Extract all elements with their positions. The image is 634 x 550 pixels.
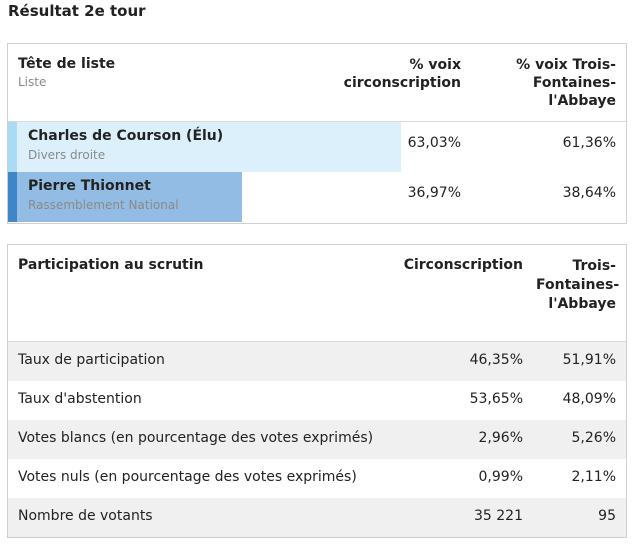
vote-share-bar: [8, 172, 242, 222]
candidate-name: Charles de Courson (Élu): [28, 128, 224, 144]
town-value: 51,91%: [562, 352, 616, 368]
circ-value: 53,65%: [469, 391, 523, 407]
town-value: 2,11%: [571, 469, 616, 485]
row-label: Votes nuls (en pourcentage des votes exp…: [18, 469, 357, 485]
candidate-party: Rassemblement National: [28, 198, 179, 212]
circ-column-header: Circonscription: [403, 257, 523, 273]
row-label: Nombre de votants: [18, 508, 153, 524]
participation-header-label: Participation au scrutin: [18, 257, 204, 273]
circ-votes-header: % voix circonscription: [343, 57, 461, 91]
table-row: Votes nuls (en pourcentage des votes exp…: [8, 459, 626, 498]
results-header: Tête de liste Liste % voix circonscripti…: [8, 44, 626, 122]
row-label: Taux de participation: [18, 352, 165, 368]
table-row: Votes blancs (en pourcentage des votes e…: [8, 420, 626, 459]
table-row: Taux d'abstention 53,65% 48,09%: [8, 381, 626, 420]
town-value: 48,09%: [562, 391, 616, 407]
circ-value: 0,99%: [478, 469, 523, 485]
results-table: Tête de liste Liste % voix circonscripti…: [7, 43, 627, 224]
table-row: Nombre de votants 35 221 95: [8, 498, 626, 537]
head-of-list-header: Tête de liste: [18, 56, 116, 72]
candidate-row: Charles de Courson (Élu) Divers droite 6…: [8, 122, 626, 172]
section-title: Résultat 2e tour: [8, 2, 146, 20]
candidate-party: Divers droite: [28, 148, 106, 162]
town-column-header: Trois-Fontaines-l'Abbaye: [536, 258, 620, 312]
list-subheader: Liste: [18, 75, 47, 89]
circ-percentage: 36,97%: [407, 185, 461, 201]
participation-header: Participation au scrutin Circonscription…: [8, 245, 626, 342]
town-value: 95: [598, 508, 616, 524]
candidate-row: Pierre Thionnet Rassemblement National 3…: [8, 172, 626, 222]
row-label: Taux d'abstention: [18, 391, 142, 407]
candidate-color-stripe: [8, 122, 17, 172]
candidate-color-stripe: [8, 172, 17, 222]
town-percentage: 38,64%: [562, 185, 616, 201]
circ-percentage: 63,03%: [407, 135, 461, 151]
table-row: Taux de participation 46,35% 51,91%: [8, 342, 626, 381]
row-label: Votes blancs (en pourcentage des votes e…: [18, 430, 374, 446]
candidate-name: Pierre Thionnet: [28, 178, 151, 194]
circ-value: 2,96%: [478, 430, 523, 446]
circ-value: 46,35%: [469, 352, 523, 368]
circ-value: 35 221: [474, 508, 523, 524]
town-value: 5,26%: [571, 430, 616, 446]
participation-table: Participation au scrutin Circonscription…: [7, 244, 627, 538]
town-percentage: 61,36%: [562, 135, 616, 151]
town-votes-header: % voix Trois-Fontaines-l'Abbaye: [516, 57, 616, 109]
vote-share-bar: [8, 122, 401, 172]
